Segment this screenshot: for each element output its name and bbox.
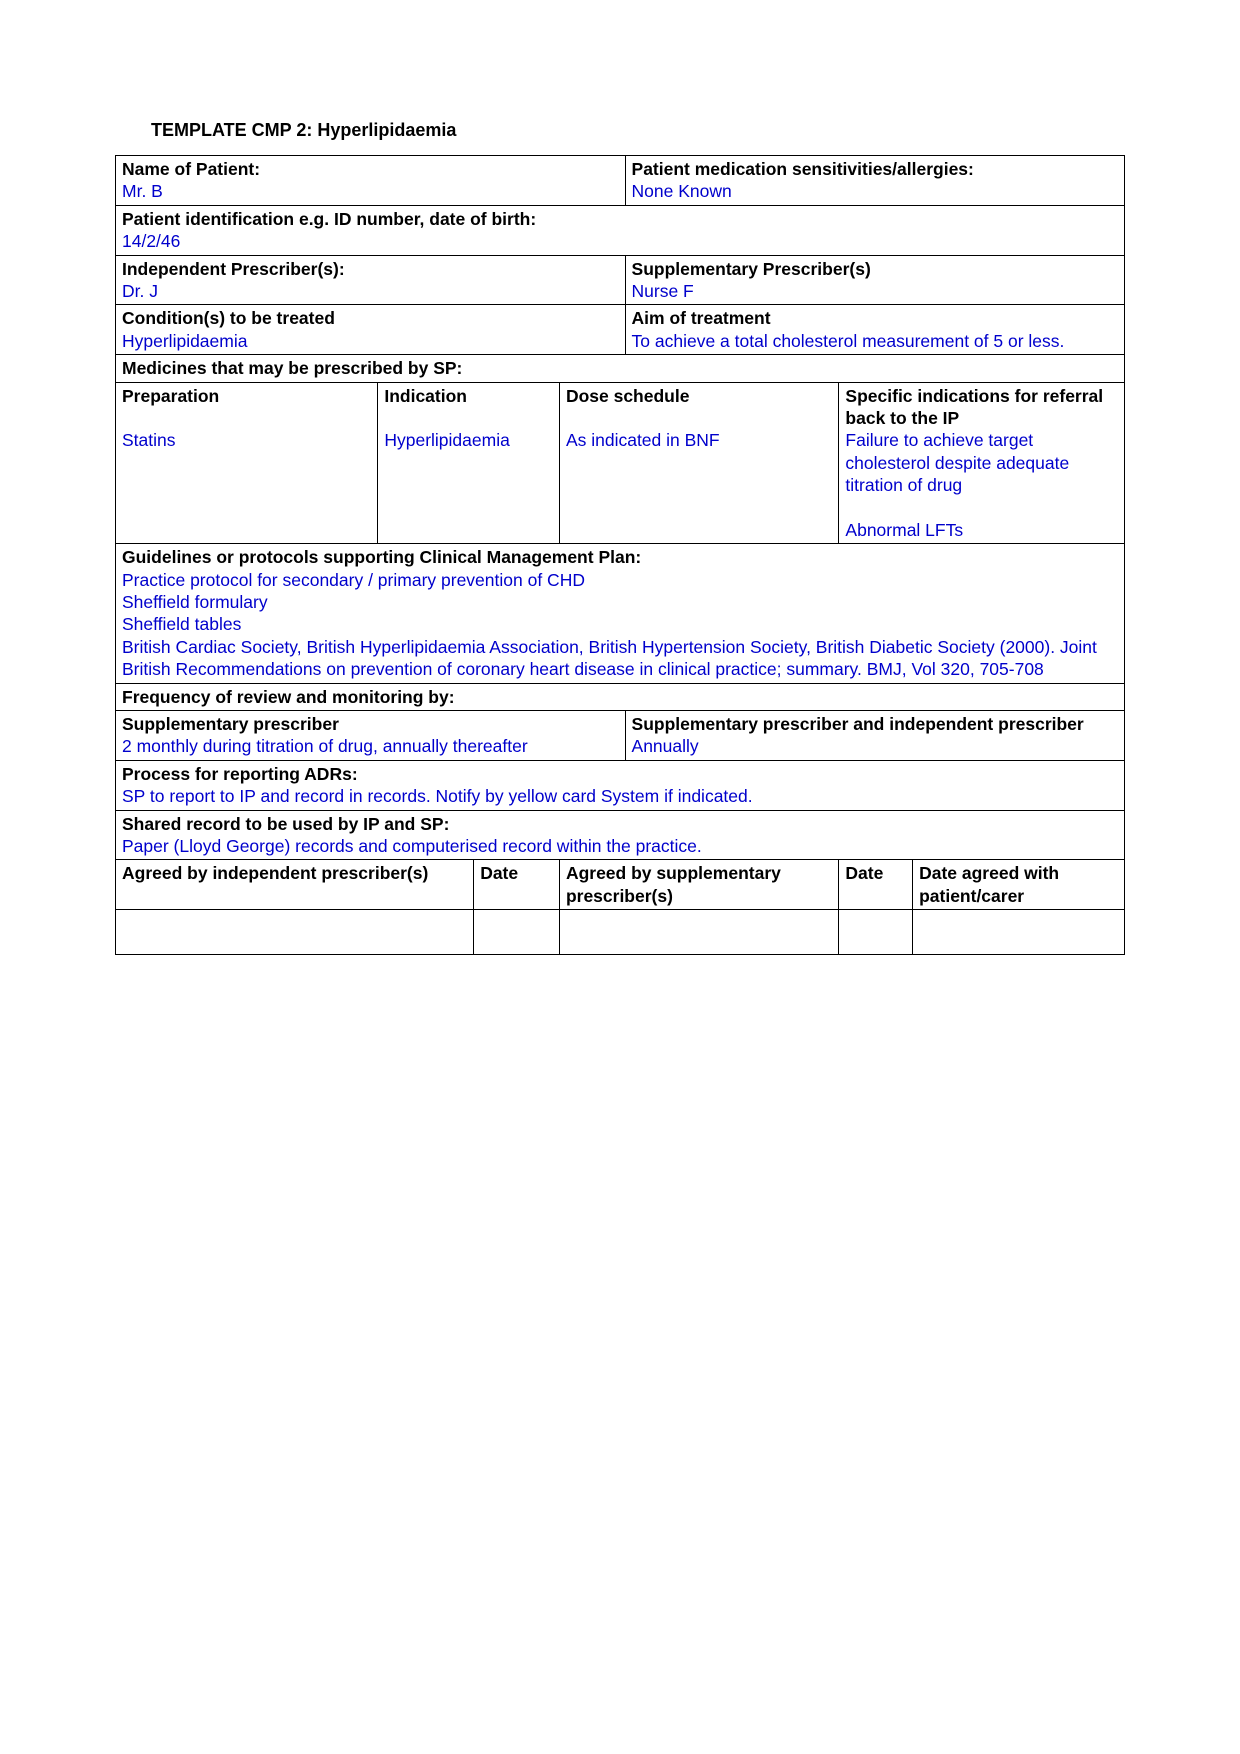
review-sp-label: Supplementary prescriber	[122, 714, 339, 734]
guidelines-l4: British Cardiac Society, British Hyperli…	[122, 637, 1097, 679]
med-prep: Statins	[122, 430, 176, 450]
med-referral-2: Abnormal LFTs	[845, 520, 963, 540]
col-dose: Dose schedule	[566, 386, 690, 406]
row-medicines-data: Preparation Statins Indication Hyperlipi…	[116, 382, 1125, 544]
row-review-header: Frequency of review and monitoring by:	[116, 683, 1125, 710]
condition-label: Condition(s) to be treated	[122, 308, 335, 328]
row-sign-header: Agreed by independent prescriber(s) Date…	[116, 860, 1125, 910]
page-title: TEMPLATE CMP 2: Hyperlipidaemia	[115, 120, 1125, 141]
col-referral: Specific indications for referral back t…	[845, 386, 1103, 428]
condition-value: Hyperlipidaemia	[122, 331, 247, 351]
aim-label: Aim of treatment	[632, 308, 771, 328]
allergies-label: Patient medication sensitivities/allergi…	[632, 159, 974, 179]
review-both-value: Annually	[632, 736, 699, 756]
row-shared: Shared record to be used by IP and SP: P…	[116, 810, 1125, 860]
sp-label: Supplementary Prescriber(s)	[632, 259, 871, 279]
sign-sp: Agreed by supplementary prescriber(s)	[559, 860, 838, 910]
review-sp-value: 2 monthly during titration of drug, annu…	[122, 736, 528, 756]
row-patient-id: Patient identification e.g. ID number, d…	[116, 205, 1125, 255]
row-adr: Process for reporting ADRs: SP to report…	[116, 760, 1125, 810]
ip-value: Dr. J	[122, 281, 158, 301]
row-name-allergies: Name of Patient: Mr. B Patient medicatio…	[116, 156, 1125, 206]
row-condition-aim: Condition(s) to be treated Hyperlipidaem…	[116, 305, 1125, 355]
sign-patient-cell	[913, 910, 1125, 955]
allergies-value: None Known	[632, 181, 732, 201]
ip-label: Independent Prescriber(s):	[122, 259, 345, 279]
shared-value: Paper (Lloyd George) records and compute…	[122, 836, 702, 856]
sign-patient: Date agreed with patient/carer	[913, 860, 1125, 910]
shared-label: Shared record to be used by IP and SP:	[122, 814, 449, 834]
medicines-header: Medicines that may be prescribed by SP:	[122, 358, 462, 378]
row-medicines-header: Medicines that may be prescribed by SP:	[116, 355, 1125, 382]
col-indication: Indication	[384, 386, 467, 406]
sign-ip: Agreed by independent prescriber(s)	[116, 860, 474, 910]
sp-value: Nurse F	[632, 281, 694, 301]
sign-date1-cell	[474, 910, 560, 955]
adr-value: SP to report to IP and record in records…	[122, 786, 753, 806]
sign-ip-cell	[116, 910, 474, 955]
col-prep: Preparation	[122, 386, 219, 406]
sign-date1: Date	[474, 860, 560, 910]
review-both-label: Supplementary prescriber and independent…	[632, 714, 1084, 734]
review-header: Frequency of review and monitoring by:	[122, 687, 455, 707]
id-label: Patient identification e.g. ID number, d…	[122, 209, 536, 229]
guidelines-l1: Practice protocol for secondary / primar…	[122, 570, 585, 590]
guidelines-header: Guidelines or protocols supporting Clini…	[122, 547, 641, 567]
row-sign-empty	[116, 910, 1125, 955]
row-guidelines: Guidelines or protocols supporting Clini…	[116, 544, 1125, 683]
sign-sp-cell	[559, 910, 838, 955]
name-label: Name of Patient:	[122, 159, 260, 179]
row-prescribers: Independent Prescriber(s): Dr. J Supplem…	[116, 255, 1125, 305]
sign-date2-cell	[839, 910, 913, 955]
med-indication: Hyperlipidaemia	[384, 430, 509, 450]
name-value: Mr. B	[122, 181, 163, 201]
guidelines-l3: Sheffield tables	[122, 614, 241, 634]
adr-label: Process for reporting ADRs:	[122, 764, 358, 784]
sign-date2: Date	[839, 860, 913, 910]
id-value: 14/2/46	[122, 231, 180, 251]
cmp-table: Name of Patient: Mr. B Patient medicatio…	[115, 155, 1125, 955]
guidelines-l2: Sheffield formulary	[122, 592, 268, 612]
med-dose: As indicated in BNF	[566, 430, 720, 450]
row-review: Supplementary prescriber 2 monthly durin…	[116, 710, 1125, 760]
aim-value: To achieve a total cholesterol measureme…	[632, 331, 1065, 351]
med-referral-1: Failure to achieve target cholesterol de…	[845, 430, 1069, 495]
